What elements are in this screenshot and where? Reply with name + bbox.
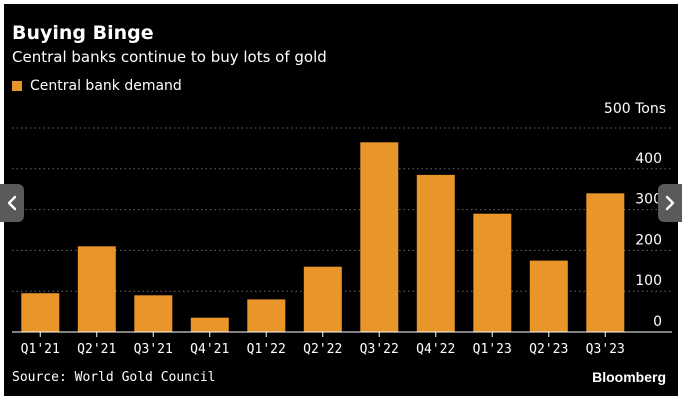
y-tick-label: 400: [635, 151, 662, 167]
bar-Q1'23: [473, 213, 512, 332]
bar-Q3'23: [586, 193, 625, 332]
legend-swatch: [12, 81, 22, 91]
y-tick-label: 200: [635, 232, 662, 248]
x-tick-label: Q3'21: [134, 342, 173, 357]
chevron-right-icon: [665, 195, 675, 211]
x-tick-label: Q4'21: [190, 342, 229, 357]
chart-subtitle: Central banks continue to buy lots of go…: [12, 48, 327, 66]
bar-Q1'22: [247, 299, 286, 332]
y-tick-label: 100: [635, 273, 662, 289]
y-tick-label-top: 500 Tons: [603, 101, 666, 117]
x-tick-label: Q3'23: [586, 342, 625, 357]
chevron-left-icon: [7, 195, 17, 211]
y-tick-label: 300: [635, 192, 662, 208]
bar-Q2'23: [529, 260, 568, 332]
legend-label: Central bank demand: [30, 78, 182, 94]
x-tick-label: Q1'22: [247, 342, 286, 357]
previous-button[interactable]: [0, 184, 24, 222]
bar-Q4'21: [190, 317, 229, 332]
bar-Q4'22: [416, 174, 455, 332]
bar-Q2'22: [303, 266, 342, 332]
x-tick-label: Q1'21: [21, 342, 60, 357]
bar-Q3'22: [360, 142, 399, 332]
bar-Q3'21: [134, 295, 173, 332]
x-tick-label: Q2'21: [77, 342, 116, 357]
bar-Q2'21: [77, 246, 116, 332]
x-tick-label: Q1'23: [473, 342, 512, 357]
source-note: Source: World Gold Council: [12, 370, 216, 385]
next-button[interactable]: [658, 184, 682, 222]
y-tick-label: 0: [653, 314, 662, 330]
x-tick-label: Q2'23: [529, 342, 568, 357]
chart-title: Buying Binge: [12, 22, 154, 44]
x-tick-label: Q4'22: [416, 342, 455, 357]
brand-logo: Bloomberg: [592, 369, 666, 385]
x-tick-label: Q2'22: [303, 342, 342, 357]
legend: Central bank demand: [12, 78, 182, 94]
bar-Q1'21: [21, 293, 60, 332]
x-tick-label: Q3'22: [360, 342, 399, 357]
